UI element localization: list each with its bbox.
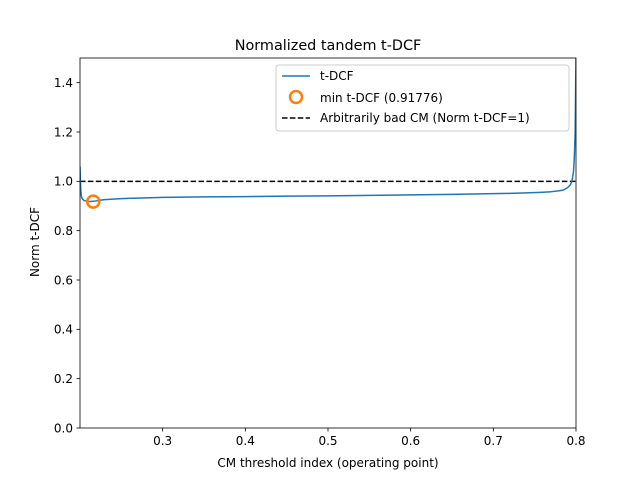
y-tick-label: 0.8 — [54, 224, 73, 238]
legend-label-bad-cm: Arbitrarily bad CM (Norm t-DCF=1) — [320, 111, 530, 125]
y-tick-label: 0.2 — [54, 372, 73, 386]
y-axis-label: Norm t-DCF — [28, 207, 42, 277]
x-tick-label: 0.6 — [401, 434, 420, 448]
legend-marker-min-t-dcf — [288, 89, 304, 105]
min-t-dcf-marker — [85, 194, 101, 209]
x-axis: 0.3 0.4 0.5 0.6 0.7 0.8 — [153, 428, 586, 448]
x-tick-label: 0.5 — [318, 434, 337, 448]
legend: t-DCF min t-DCF (0.91776) Arbitrarily ba… — [275, 64, 570, 132]
x-tick-label: 0.8 — [566, 434, 585, 448]
x-tick-label: 0.4 — [236, 434, 255, 448]
legend-label-t-dcf: t-DCF — [320, 69, 354, 83]
y-tick-label: 0.4 — [54, 323, 73, 337]
y-tick-label: 1.2 — [54, 125, 73, 139]
series-line-t-dcf — [80, 58, 576, 203]
x-tick-label: 0.7 — [484, 434, 503, 448]
y-tick-label: 0.0 — [54, 421, 73, 435]
legend-box — [275, 64, 570, 132]
y-tick-label: 1.4 — [54, 76, 73, 90]
plot-frame — [79, 57, 577, 429]
plot-area — [80, 58, 576, 209]
x-tick-label: 0.3 — [153, 434, 172, 448]
y-tick-label: 1.0 — [54, 175, 73, 189]
chart-title: Normalized tandem t-DCF — [235, 38, 422, 54]
x-axis-label: CM threshold index (operating point) — [217, 456, 438, 470]
legend-label-min-t-dcf: min t-DCF (0.91776) — [320, 91, 443, 105]
y-axis: 0.0 0.2 0.4 0.6 0.8 1.0 1.2 1.4 — [54, 76, 80, 435]
y-tick-label: 0.6 — [54, 273, 73, 287]
